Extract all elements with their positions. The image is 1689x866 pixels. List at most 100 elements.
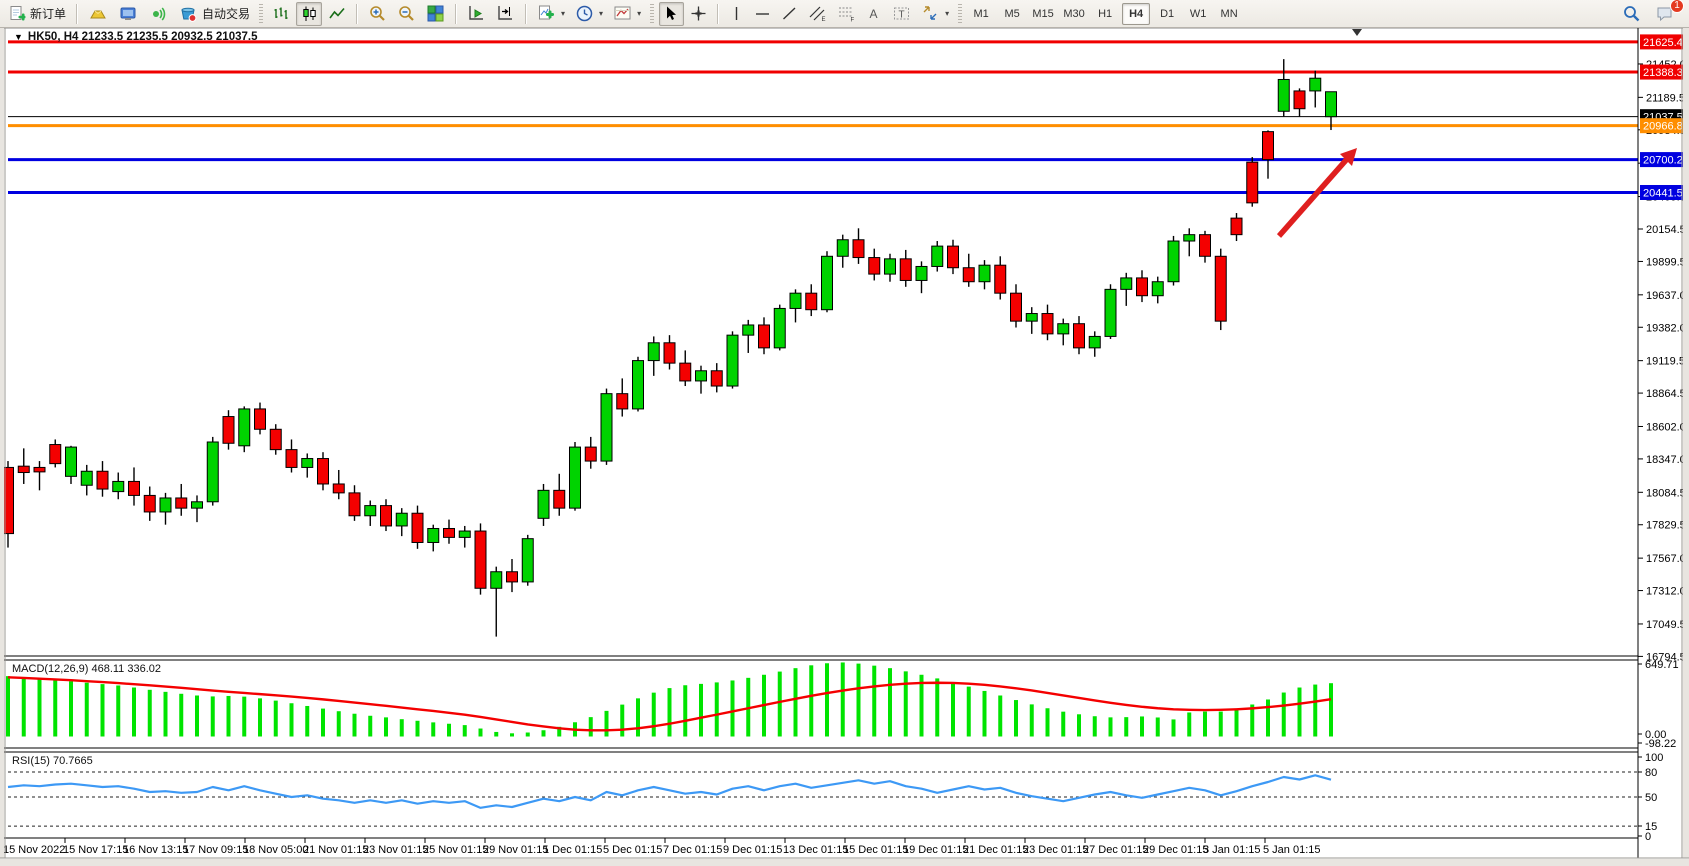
macd-pane xyxy=(6,662,1333,737)
vertical-line-tool-button[interactable] xyxy=(725,2,748,26)
clock-icon xyxy=(576,5,593,22)
chart-menu-marker-icon[interactable]: ▼ xyxy=(14,32,23,42)
price-tick-label: 19899.5 xyxy=(1646,256,1686,268)
candle-body xyxy=(348,492,361,517)
timeframe-w1-button[interactable]: W1 xyxy=(1189,7,1207,20)
candle-body xyxy=(836,239,849,257)
line-chart-button[interactable] xyxy=(324,2,350,26)
candle-body xyxy=(254,408,266,430)
candle-body xyxy=(679,362,692,382)
notifications-button[interactable]: 1 xyxy=(1651,0,1684,26)
macd-bar xyxy=(636,698,640,737)
price-badge-21625.4 xyxy=(1640,34,1688,50)
macd-bar xyxy=(699,683,703,737)
trend-arrow-annotation[interactable] xyxy=(1276,148,1357,238)
candle-body xyxy=(380,505,392,527)
price-axis[interactable]: 21452.021189.520934.320672.020409.520154… xyxy=(1638,34,1688,663)
macd-bar xyxy=(447,723,451,737)
timeframe-mn-button[interactable]: MN xyxy=(1220,7,1238,20)
macd-bar xyxy=(1281,692,1286,737)
candle-body xyxy=(395,512,408,527)
macd-bar xyxy=(1092,716,1097,737)
candle-body xyxy=(742,324,755,336)
fibonacci-tool-button[interactable]: F xyxy=(833,2,860,26)
macd-bar xyxy=(53,680,58,737)
trendline-tool-button[interactable] xyxy=(777,2,802,26)
text-icon: A xyxy=(870,7,878,21)
arrows-tool-button[interactable]: ▾ xyxy=(917,2,953,26)
timeframe-h4-button[interactable]: H4 xyxy=(1122,2,1151,25)
timeframe-m1-button[interactable]: M1 xyxy=(973,7,989,20)
timeframe-m30-button[interactable]: M30 xyxy=(1063,7,1085,20)
candle-body xyxy=(931,245,944,267)
candle-body xyxy=(978,264,991,283)
gold-button[interactable] xyxy=(84,2,112,26)
zoom-out-button[interactable] xyxy=(393,2,420,26)
bar-chart-button[interactable] xyxy=(268,2,294,26)
trendline-icon xyxy=(783,7,796,20)
chart-shift-button[interactable] xyxy=(492,2,519,26)
price-tick-label: 18084.5 xyxy=(1646,487,1686,499)
macd-bar xyxy=(1077,714,1081,737)
candlestick-chart-button[interactable] xyxy=(296,1,323,26)
candle-body xyxy=(364,505,377,517)
crosshair-tool-button[interactable] xyxy=(686,2,711,26)
gold-ingot-icon xyxy=(90,10,106,18)
timeframe-d1-button[interactable]: D1 xyxy=(1160,7,1175,20)
search-button[interactable] xyxy=(1618,2,1645,26)
macd-bar xyxy=(273,700,278,737)
zoom-in-icon xyxy=(370,6,385,21)
macd-bar xyxy=(1155,717,1160,737)
candle-body xyxy=(521,538,534,583)
chart-title-bar[interactable]: ▼ HK50, H4 21233.5 21235.5 20932.5 21037… xyxy=(14,31,257,43)
templates-button[interactable]: ▾ xyxy=(609,2,645,26)
separator xyxy=(525,3,528,24)
timeframe-m5-button[interactable]: M5 xyxy=(1004,7,1020,20)
arrows-icon xyxy=(923,6,937,20)
price-tick-label: 21189.5 xyxy=(1646,92,1685,104)
terminal-button[interactable] xyxy=(114,2,142,26)
timeframe-h1-button[interactable]: H1 xyxy=(1098,7,1113,20)
cursor-tool-button[interactable] xyxy=(659,1,685,26)
macd-bar xyxy=(6,676,10,737)
rsi-line xyxy=(7,774,1332,809)
candle-body xyxy=(1183,234,1196,242)
auto-scroll-icon xyxy=(469,6,484,20)
zoom-in-button[interactable] xyxy=(364,2,391,26)
text-tool-button[interactable]: A xyxy=(862,2,886,26)
auto-scroll-button[interactable] xyxy=(463,2,490,26)
tile-windows-button[interactable] xyxy=(422,2,449,26)
candle-body xyxy=(632,360,644,410)
candle-body xyxy=(915,265,928,281)
monitor-icon xyxy=(120,7,136,20)
news-button[interactable] xyxy=(144,2,172,26)
timeframe-m15-button[interactable]: M15 xyxy=(1032,7,1054,20)
macd-bar xyxy=(415,720,420,737)
macd-bar xyxy=(1061,711,1066,737)
shift-marker-icon[interactable] xyxy=(1352,29,1362,36)
label-tool-button[interactable]: T xyxy=(888,2,915,26)
candle-body xyxy=(65,446,77,477)
price-badge-20966.8 xyxy=(1640,118,1688,134)
price-tick-label: 16794.5 xyxy=(1646,651,1686,663)
macd-bar xyxy=(651,692,656,737)
price-tick-label: 17567.0 xyxy=(1646,553,1686,565)
candle-body xyxy=(1262,131,1274,161)
channel-tool-button[interactable]: E xyxy=(804,2,831,26)
price-badge-label: 21625.4 xyxy=(1643,37,1683,49)
candle-body xyxy=(285,449,298,468)
candle-body xyxy=(1151,281,1164,297)
indicators-button[interactable]: ▾ xyxy=(533,2,569,26)
periods-button[interactable]: ▾ xyxy=(571,2,607,26)
macd-bar xyxy=(777,671,782,737)
macd-bar xyxy=(1124,717,1129,737)
horizontal-line-tool-button[interactable] xyxy=(750,2,775,26)
candle-body xyxy=(33,466,46,473)
auto-trading-button[interactable]: 自动交易 xyxy=(174,2,254,26)
new-order-button[interactable]: 新订单 xyxy=(4,2,70,26)
horizontal-level-lines[interactable] xyxy=(8,40,1638,194)
macd-bar xyxy=(1014,700,1018,737)
